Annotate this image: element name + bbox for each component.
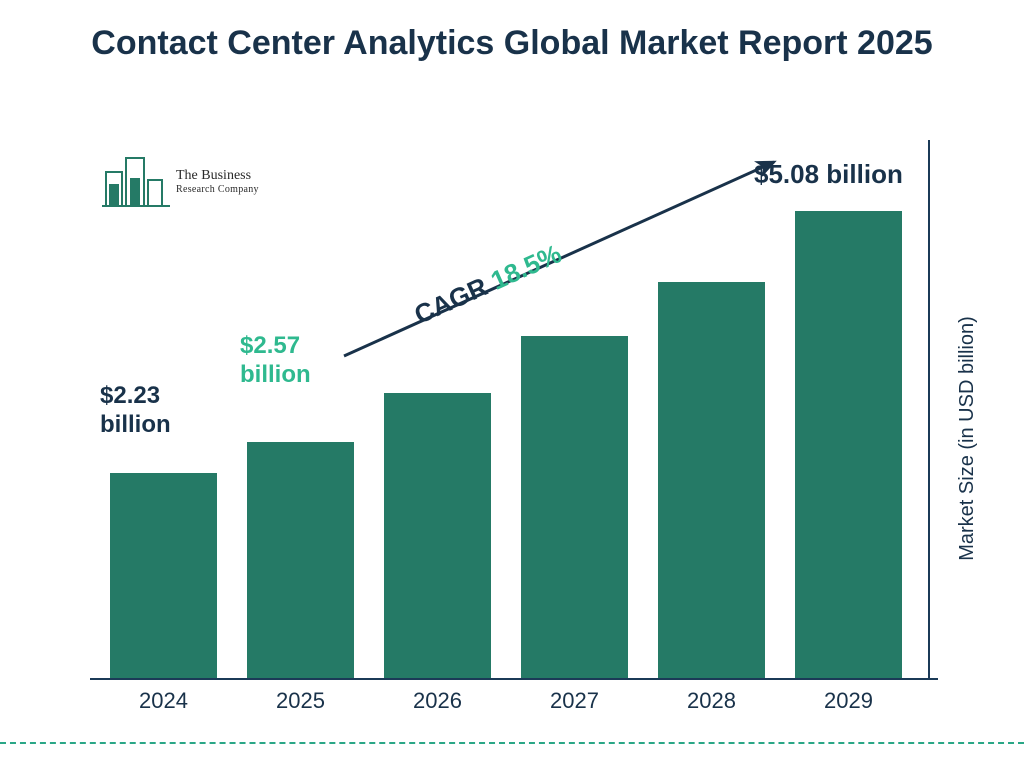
bottom-dashed-rule xyxy=(0,742,1024,744)
x-axis xyxy=(90,678,938,680)
chart-title: Contact Center Analytics Global Market R… xyxy=(0,22,1024,65)
value-label-2: $5.08 billion xyxy=(754,159,903,190)
plot-area: CAGR 18.5% Market Size (in USD billion) … xyxy=(90,140,930,680)
y-axis-right xyxy=(928,140,930,680)
bar-2028 xyxy=(658,282,765,678)
value-label-0: $2.23billion xyxy=(100,382,171,440)
x-tick-label: 2026 xyxy=(374,688,501,714)
x-tick-label: 2027 xyxy=(511,688,638,714)
cagr-value: 18.5% xyxy=(486,238,566,295)
chart-canvas: Contact Center Analytics Global Market R… xyxy=(0,0,1024,768)
cagr-prefix: CAGR xyxy=(410,268,499,329)
bar-2029 xyxy=(795,211,902,678)
y-axis-label: Market Size (in USD billion) xyxy=(956,316,979,561)
bar-2025 xyxy=(247,442,354,678)
cagr-label: CAGR 18.5% xyxy=(410,238,567,330)
x-tick-label: 2024 xyxy=(100,688,227,714)
bar-2026 xyxy=(384,393,491,678)
x-tick-label: 2028 xyxy=(648,688,775,714)
value-label-1: $2.57billion xyxy=(240,332,311,390)
bar-2024 xyxy=(110,473,217,678)
x-tick-label: 2025 xyxy=(237,688,364,714)
x-tick-label: 2029 xyxy=(785,688,912,714)
bar-2027 xyxy=(521,336,628,678)
